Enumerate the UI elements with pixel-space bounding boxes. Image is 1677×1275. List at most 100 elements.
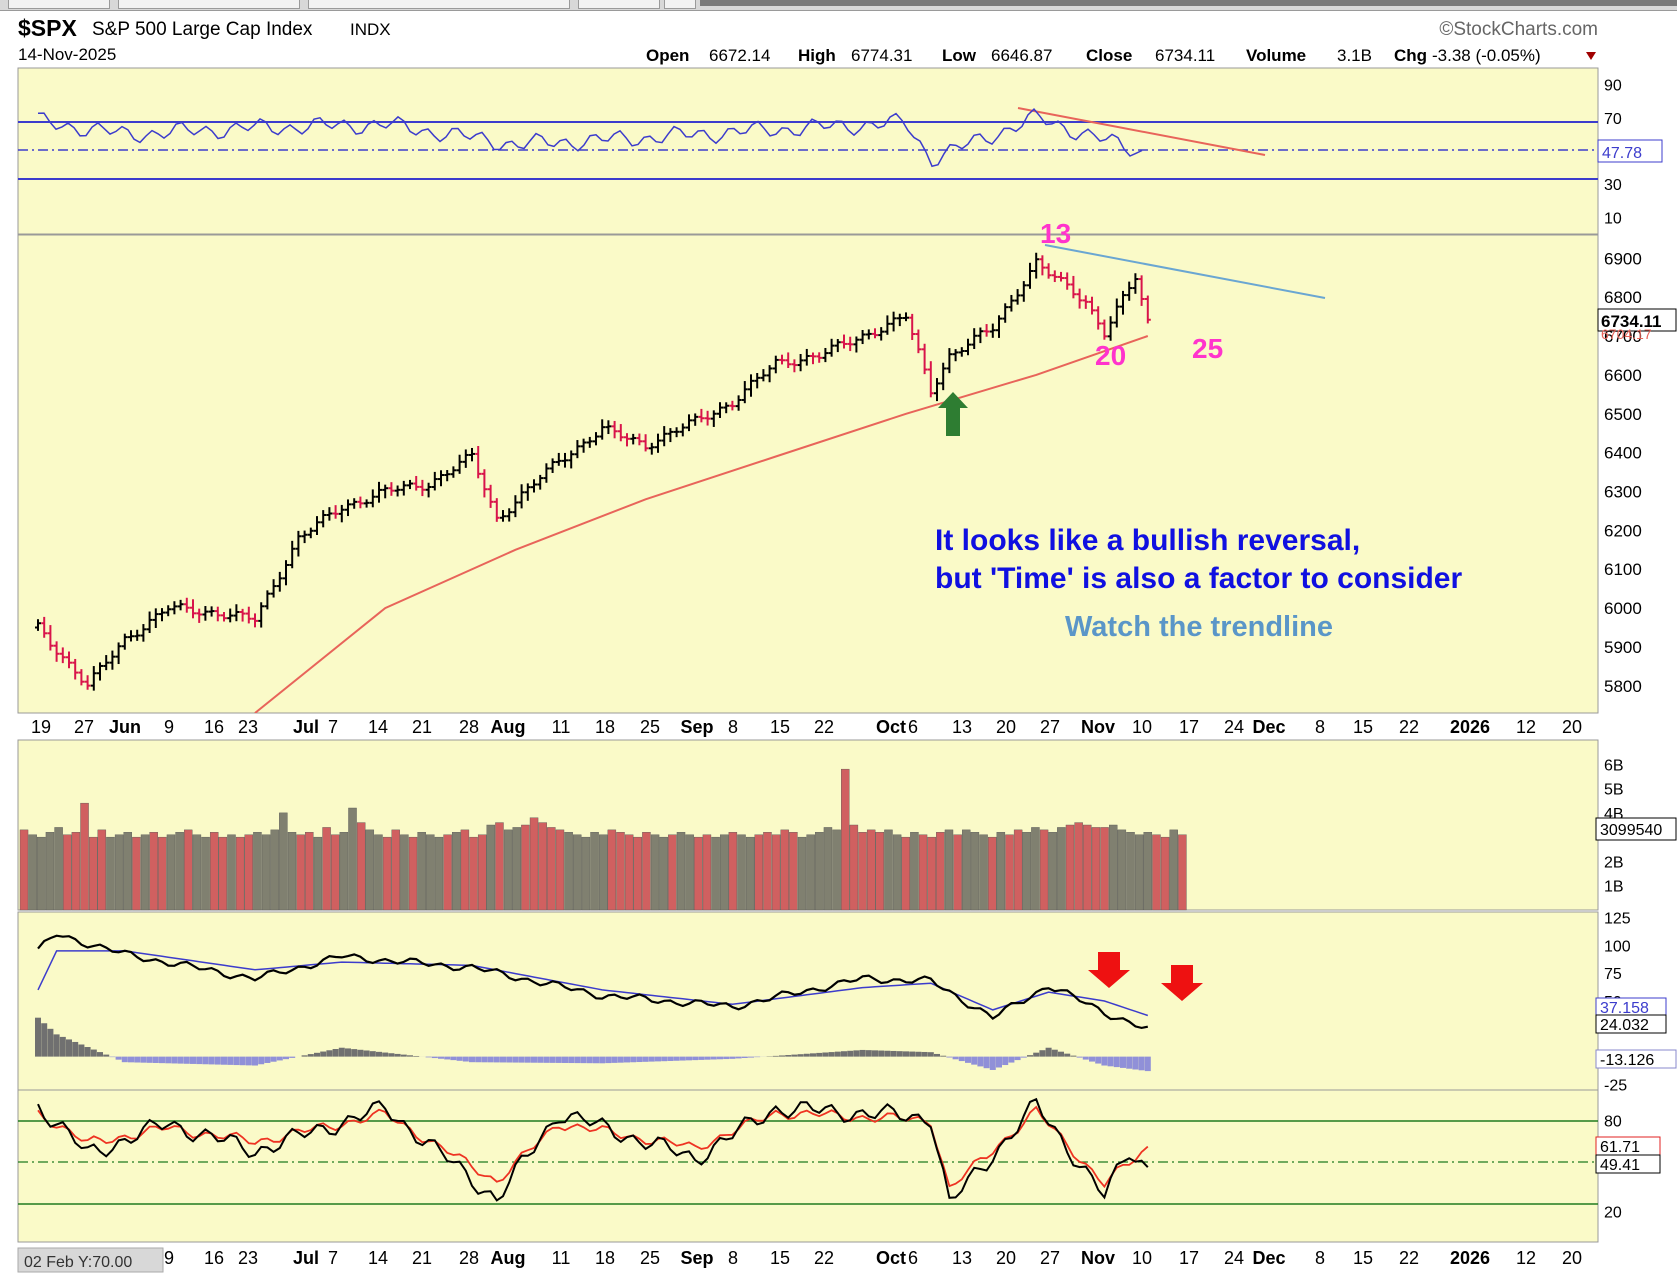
rsi-line — [37, 108, 1143, 168]
volume-bar — [633, 836, 642, 911]
price-bar — [853, 336, 860, 353]
date-tick-label: 15 — [1353, 717, 1373, 737]
ppo-histogram-bar — [555, 1056, 562, 1063]
price-bar — [735, 395, 742, 411]
ppo-tick-label: 125 — [1604, 911, 1631, 928]
price-bar — [903, 312, 909, 322]
price-bar — [965, 338, 971, 356]
volume-bar — [1126, 832, 1135, 911]
ppo-histogram-bar — [134, 1056, 141, 1063]
ppo-histogram-bar — [221, 1056, 227, 1065]
date-tick-label: 23 — [238, 1248, 258, 1268]
toolbar-tab[interactable] — [308, 0, 570, 9]
ppo-histogram-bar — [692, 1056, 699, 1061]
ppo-histogram-bar — [611, 1056, 618, 1063]
date-tick-label: 8 — [1315, 717, 1325, 737]
price-bar — [134, 629, 141, 641]
price-bar — [996, 315, 1002, 338]
date-tick-label: Oct — [876, 717, 906, 737]
price-bar — [834, 339, 841, 353]
ppo-histogram-bar — [841, 1051, 847, 1057]
price-bar — [53, 641, 60, 662]
toolbar-tab[interactable] — [578, 0, 660, 9]
ppo-histogram-bar — [214, 1056, 221, 1065]
price-tick-label: 6300 — [1604, 482, 1642, 501]
price-bar — [128, 630, 134, 642]
ppo-histogram-bar — [469, 1056, 475, 1063]
price-bar — [847, 336, 854, 352]
toolbar-tab[interactable] — [664, 0, 696, 9]
volume-bar — [659, 836, 668, 911]
ppo-histogram-bar — [996, 1056, 1002, 1068]
volume-bar — [936, 832, 945, 911]
volume-bar — [391, 829, 400, 911]
price-bar — [524, 483, 531, 501]
ppo-histogram-bar — [834, 1051, 841, 1057]
price-bar — [673, 427, 680, 438]
volume-bar — [754, 834, 764, 911]
volume-bar — [1134, 834, 1144, 911]
date-tick-label: 15 — [770, 717, 790, 737]
red-down-arrow-icon — [1161, 965, 1203, 1001]
price-bar — [748, 374, 754, 397]
volume-bar — [503, 829, 513, 911]
date-tick-label: 7 — [328, 1248, 338, 1268]
price-bar — [1039, 255, 1046, 276]
ppo-histogram-bar — [276, 1056, 283, 1061]
ppo-histogram-bar — [965, 1056, 971, 1063]
ppo-histogram-bar — [190, 1056, 196, 1064]
ppo-histogram-bar — [735, 1056, 742, 1059]
volume-bar — [417, 832, 426, 911]
price-bar — [686, 414, 692, 432]
price-tick-label: 6100 — [1604, 560, 1642, 579]
high-value: 6774.31 — [851, 46, 912, 65]
price-bar — [859, 329, 866, 345]
price-bar — [661, 426, 668, 447]
ppo-histogram-bar — [456, 1056, 463, 1061]
price-bar — [59, 647, 66, 664]
toolbar-tab[interactable] — [118, 0, 300, 9]
open-value: 6672.14 — [709, 46, 770, 65]
open-label: Open — [646, 46, 689, 65]
volume-bar — [382, 836, 392, 911]
price-bar — [828, 338, 835, 357]
toolbar-tab[interactable] — [8, 0, 110, 9]
ppo-histogram-bar — [1014, 1056, 1021, 1061]
volume-bar — [218, 836, 228, 911]
ppo-histogram-bar — [754, 1056, 761, 1058]
volume-bar — [477, 834, 487, 911]
volume-bar — [918, 834, 928, 911]
date-tick-label: 20 — [996, 717, 1016, 737]
ppo-histogram-bar — [345, 1048, 351, 1057]
ppo-histogram-bar — [239, 1056, 246, 1066]
date-tick-label: 8 — [1315, 1248, 1325, 1268]
price-bar — [47, 625, 54, 651]
date-tick-label: 14 — [368, 1248, 388, 1268]
price-bar — [146, 611, 153, 634]
price-bar — [239, 608, 246, 622]
ppo-histogram-bar — [927, 1052, 934, 1057]
price-bar — [276, 571, 283, 592]
volume-bar — [356, 822, 366, 911]
ppo-histogram-bar — [884, 1050, 891, 1057]
volume-bar — [339, 832, 349, 911]
price-bar — [115, 642, 122, 665]
ppo-histogram-bar — [1027, 1055, 1033, 1057]
ppo-histogram-bar — [413, 1055, 420, 1057]
rsi-series — [37, 108, 1143, 168]
volume-tick-label: 1B — [1604, 879, 1624, 896]
price-bar — [531, 479, 537, 493]
price-bar — [233, 604, 240, 622]
price-tick-label: 6500 — [1604, 405, 1642, 424]
volume-bar — [780, 829, 789, 911]
price-bar — [221, 612, 227, 622]
ppo-histogram-bar — [462, 1056, 469, 1062]
ppo-histogram-bar — [878, 1050, 885, 1057]
ppo-histogram-bar — [921, 1051, 928, 1057]
volume-bar — [970, 832, 980, 911]
price-bar — [1014, 289, 1021, 305]
price-bar — [562, 452, 568, 468]
volume-bars — [19, 768, 1187, 911]
price-tick-label: 5800 — [1604, 677, 1642, 696]
price-bar — [878, 327, 885, 341]
